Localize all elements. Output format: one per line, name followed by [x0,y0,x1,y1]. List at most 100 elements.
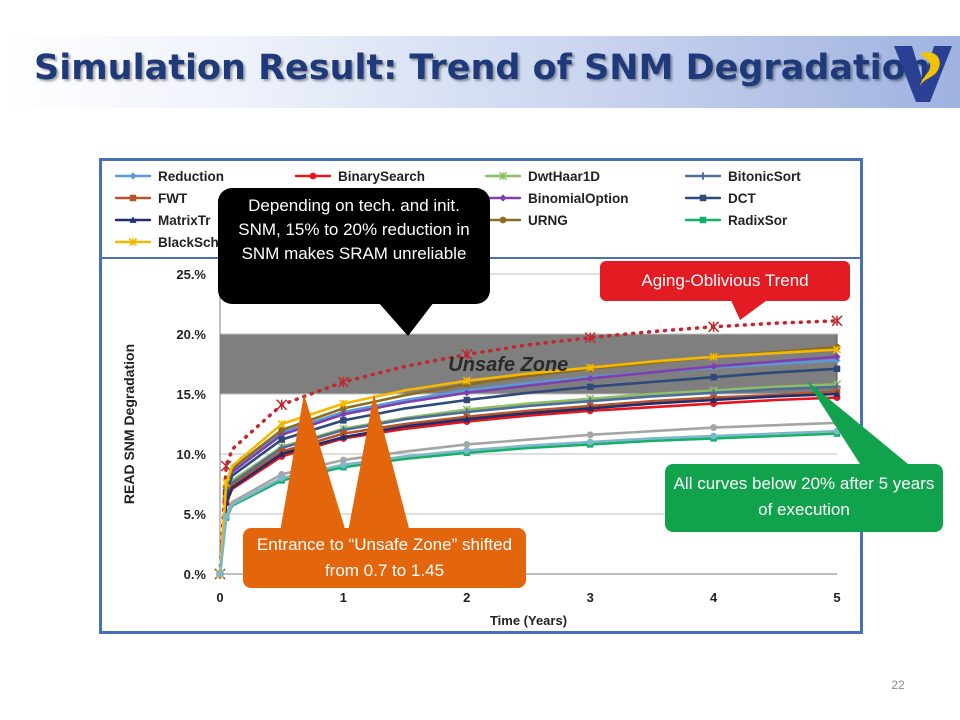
legend-marker [128,237,138,247]
data-point [708,321,720,333]
x-tick-label: 0 [216,590,223,605]
legend-marker [129,194,137,202]
legend-marker [129,172,137,180]
legend-marker [498,171,508,181]
legend-label: RadixSor [728,213,788,228]
callout-unsafe-entrance-shift: Entrance to “Unsafe Zone” shifted from 0… [243,528,526,588]
y-tick-label: 20.% [176,327,206,342]
callout-green-pointer [806,380,908,464]
data-point [710,396,718,403]
x-tick-label: 1 [340,590,347,605]
data-point [276,399,288,411]
y-tick-label: 0.% [184,567,207,582]
data-point [709,352,718,361]
data-point [220,460,232,472]
data-point [339,461,347,469]
data-point [339,456,347,464]
data-point [710,373,717,381]
data-point [339,433,347,441]
x-tick-label: 2 [463,590,470,605]
legend-marker [499,194,507,202]
data-point [278,474,286,482]
data-point [833,365,841,373]
legend-entry: MatrixTr [114,213,211,228]
x-tick-label: 4 [710,590,718,605]
data-point [278,450,286,457]
x-tick-label: 5 [833,590,840,605]
legend-entry: RadixSor [684,213,788,228]
legend-marker [699,194,707,202]
legend-label: Reduction [158,169,224,184]
legend-label: BinomialOption [528,191,629,206]
data-point [584,332,596,344]
data-point [277,419,286,429]
x-tick-label: 3 [587,590,594,605]
data-point [222,512,230,520]
data-point [586,404,594,412]
data-point [337,376,349,388]
data-point [463,396,471,404]
slide-number: 22 [891,678,905,692]
legend-entry: BitonicSort [684,169,801,184]
series-unlabeled-13 [216,427,841,578]
university-logo [894,46,952,102]
legend-marker [309,172,317,180]
y-axis-title: READ SNM Degradation [121,344,137,504]
legend-entry: FWT [114,191,188,206]
data-point [340,430,347,437]
data-point [463,389,471,397]
legend-label: MatrixTr [158,213,211,228]
callout-unreliable-note: Depending on tech. and init. SNM, 15% to… [218,188,490,304]
data-point [832,345,842,354]
data-point [339,404,347,412]
legend-entry: DwtHaar1D [484,169,600,184]
data-point [586,431,594,439]
data-point [833,390,841,397]
logo-flame-shape [920,52,940,86]
legend-entry: DCT [684,191,756,206]
data-point [463,446,471,454]
legend-label: FWT [158,191,188,206]
series-matrixtr [216,390,841,577]
data-point [278,426,286,434]
legend-label: DwtHaar1D [528,169,600,184]
data-point [461,348,473,360]
data-point [586,438,594,446]
legend-label: DCT [728,191,756,206]
legend-entry: BinomialOption [484,191,629,206]
data-point [463,440,471,448]
y-tick-label: 15.% [176,387,206,402]
data-point [831,315,843,327]
legend-entry: BinarySearch [294,169,425,184]
legend-marker [699,216,707,224]
title-band [0,36,960,108]
legend-label: BinarySearch [338,169,425,184]
unsafe-zone-label: Unsafe Zone [448,354,568,376]
data-point [710,432,718,440]
callout-black-pointer [378,302,434,336]
data-point [340,417,347,424]
data-point [586,363,595,372]
legend-entry: Reduction [114,169,224,184]
data-point [339,399,348,408]
legend-marker [499,216,507,224]
data-point [278,436,285,443]
data-point [833,353,841,361]
callout-aging-oblivious: Aging-Oblivious Trend [600,261,850,301]
callout-orange-pointers [280,394,410,532]
legend-marker [699,172,707,180]
data-point [463,415,471,423]
y-tick-label: 5.% [184,507,207,522]
callout-all-below-20: All curves below 20% after 5 years of ex… [665,464,943,532]
slide-title: Simulation Result: Trend of SNM Degradat… [34,48,931,88]
y-tick-label: 10.% [176,447,206,462]
legend-label: BitonicSort [728,169,801,184]
data-point [278,431,286,439]
legend-entry: URNG [484,213,568,228]
legend-label: URNG [528,213,568,228]
legend-marker [129,216,137,223]
callout-red-pointer [730,298,770,320]
data-point [586,383,594,391]
data-point [216,570,224,578]
data-point [222,478,231,487]
